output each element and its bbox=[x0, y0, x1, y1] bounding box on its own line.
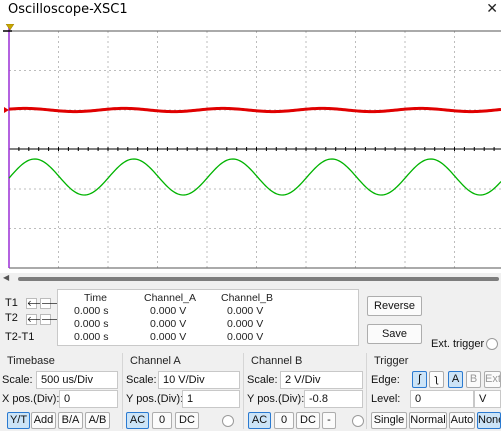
channel-b-zero-button[interactable]: 0 bbox=[274, 412, 294, 429]
t2-t1-time-value: 0.000 s bbox=[74, 331, 109, 343]
timebase-xpos-field[interactable]: 0 bbox=[59, 390, 118, 408]
trigger-level-field[interactable]: 0 bbox=[410, 390, 474, 408]
channel-a-scale-label: Scale: bbox=[126, 374, 157, 386]
trigger-level-unit[interactable]: V bbox=[474, 390, 501, 408]
mode-ba-button[interactable]: B/A bbox=[58, 412, 83, 429]
divider bbox=[243, 353, 244, 429]
reverse-button[interactable]: Reverse bbox=[367, 296, 422, 316]
t2-right-arrow-icon[interactable]: 🡒 bbox=[40, 314, 63, 325]
control-panel: T1 T2 T2-T1 🡐 🡒 🡐 🡒 Time Channel_A Chann… bbox=[0, 284, 501, 431]
trigger-level-label: Level: bbox=[371, 393, 401, 405]
trigger-auto-button[interactable]: Auto bbox=[449, 412, 475, 429]
t1-right-arrow-icon[interactable]: 🡒 bbox=[40, 298, 63, 309]
timebase-scale-field[interactable]: 500 us/Div bbox=[36, 371, 118, 389]
channel-a-dc-button[interactable]: DC bbox=[175, 412, 199, 429]
t2-time-value: 0.000 s bbox=[74, 318, 109, 330]
mode-yt-button[interactable]: Y/T bbox=[7, 412, 30, 429]
channel-a-trace bbox=[8, 106, 501, 114]
channel-b-trace bbox=[8, 158, 501, 196]
horizontal-scrollbar[interactable]: ◀ bbox=[0, 273, 501, 284]
trigger-edge-label: Edge: bbox=[371, 374, 400, 386]
trigger-normal-button[interactable]: Normal bbox=[409, 412, 447, 429]
cursor-t2-label: T2 bbox=[5, 312, 18, 324]
scrollbar-thumb[interactable] bbox=[18, 277, 499, 281]
ext-trigger-radio[interactable] bbox=[486, 338, 498, 350]
t2-t1-channel-b-value: 0.000 V bbox=[227, 331, 264, 343]
channel-b-title: Channel B bbox=[251, 355, 303, 367]
t1-left-arrow-icon[interactable]: 🡐 bbox=[26, 298, 49, 309]
divider bbox=[366, 353, 367, 429]
edge-rising-icon[interactable]: ʃ bbox=[412, 371, 427, 388]
trigger-source-a-button[interactable]: A bbox=[448, 371, 463, 388]
channel-b-ypos-label: Y pos.(Div): bbox=[247, 393, 305, 405]
t2-t1-channel-a-value: 0.000 V bbox=[150, 331, 187, 343]
timebase-scale-label: Scale: bbox=[2, 374, 33, 386]
ext-trigger-label: Ext. trigger bbox=[431, 338, 485, 350]
close-icon[interactable]: ✕ bbox=[486, 1, 498, 17]
channel-a-radio[interactable] bbox=[222, 415, 234, 427]
channel-b-ac-button[interactable]: AC bbox=[248, 412, 271, 429]
channel-a-zero-button[interactable]: 0 bbox=[152, 412, 172, 429]
channel-b-scale-field[interactable]: 2 V/Div bbox=[280, 371, 363, 389]
edge-falling-icon[interactable]: ʅ bbox=[429, 371, 444, 388]
t1-channel-b-value: 0.000 V bbox=[227, 305, 264, 317]
trigger-source-ext-button[interactable]: Ext bbox=[484, 371, 501, 388]
channel-a-ac-button[interactable]: AC bbox=[126, 412, 149, 429]
timebase-title: Timebase bbox=[7, 355, 55, 367]
t2-channel-a-value: 0.000 V bbox=[150, 318, 187, 330]
save-button[interactable]: Save bbox=[367, 324, 422, 344]
window-title: Oscilloscope-XSC1 bbox=[8, 2, 128, 17]
channel-b-ypos-field[interactable]: -0.8 bbox=[304, 390, 363, 408]
t1-channel-a-value: 0.000 V bbox=[150, 305, 187, 317]
t1-time-value: 0.000 s bbox=[74, 305, 109, 317]
readout-header-channel-b: Channel_B bbox=[221, 292, 273, 304]
channel-a-ypos-label: Y pos.(Div): bbox=[126, 393, 184, 405]
t2-channel-b-value: 0.000 V bbox=[227, 318, 264, 330]
channel-b-scale-label: Scale: bbox=[247, 374, 278, 386]
channel-a-scale-field[interactable]: 10 V/Div bbox=[158, 371, 240, 389]
trigger-none-button[interactable]: None bbox=[477, 412, 501, 429]
cursor-t1-marker-icon bbox=[5, 24, 15, 31]
trigger-single-button[interactable]: Single bbox=[371, 412, 407, 429]
trigger-source-b-button[interactable]: B bbox=[466, 371, 481, 388]
channel-a-title: Channel A bbox=[130, 355, 181, 367]
readout-header-channel-a: Channel_A bbox=[144, 292, 196, 304]
scroll-left-icon[interactable]: ◀ bbox=[3, 273, 10, 282]
readout-header-time: Time bbox=[84, 292, 107, 304]
mode-add-button[interactable]: Add bbox=[31, 412, 56, 429]
channel-b-dc-button[interactable]: DC bbox=[296, 412, 320, 429]
channel-b-radio[interactable] bbox=[352, 415, 364, 427]
cursor-t2-t1-label: T2-T1 bbox=[5, 331, 35, 343]
timebase-xpos-label: X pos.(Div): bbox=[2, 393, 60, 405]
cursor-readout-table: Time Channel_A Channel_B 0.000 s 0.000 V… bbox=[57, 289, 359, 346]
channel-a-ypos-field[interactable]: 1 bbox=[182, 390, 240, 408]
cursor-t1-label: T1 bbox=[5, 297, 18, 309]
divider bbox=[122, 353, 123, 429]
channel-a-marker-icon bbox=[4, 107, 9, 113]
trigger-title: Trigger bbox=[374, 355, 409, 367]
scope-display bbox=[0, 24, 501, 272]
title-bar: Oscilloscope-XSC1 ✕ bbox=[0, 0, 501, 22]
channel-b-invert-button[interactable]: - bbox=[322, 412, 336, 429]
scope-graph bbox=[3, 24, 501, 269]
t2-left-arrow-icon[interactable]: 🡐 bbox=[26, 314, 49, 325]
mode-ab-button[interactable]: A/B bbox=[85, 412, 110, 429]
